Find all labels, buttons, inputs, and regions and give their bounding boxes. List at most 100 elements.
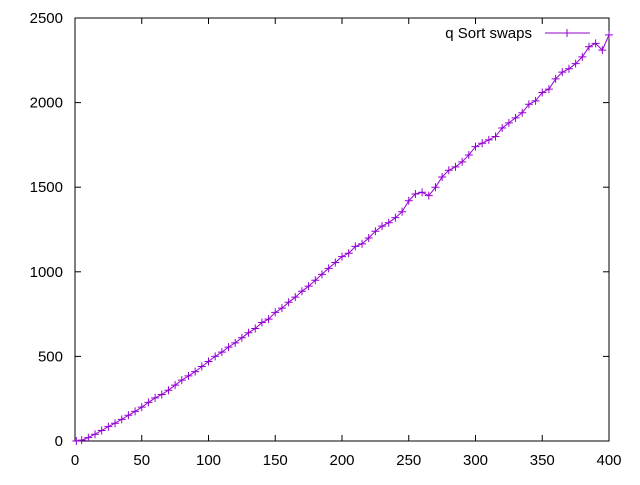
data-point-marker: [117, 415, 126, 424]
data-point-marker: [491, 132, 500, 141]
data-point-marker: [137, 403, 146, 412]
x-tick-label: 250: [396, 452, 421, 469]
data-point-marker: [324, 264, 333, 273]
data-point-marker: [464, 151, 473, 160]
data-point-marker: [264, 315, 273, 324]
y-tick-label: 0: [55, 433, 63, 450]
x-tick-label: 200: [329, 452, 354, 469]
series-line: [76, 34, 610, 442]
data-point-marker: [164, 386, 173, 395]
data-point-marker: [111, 419, 120, 428]
data-point-marker: [211, 352, 220, 361]
data-point-marker: [351, 242, 360, 251]
data-point-marker: [524, 100, 533, 109]
data-point-marker: [277, 304, 286, 313]
data-point-marker: [317, 270, 326, 279]
data-point-marker: [518, 108, 527, 117]
data-point-marker: [184, 371, 193, 380]
x-tick-label: 350: [530, 452, 555, 469]
data-point-marker: [197, 362, 206, 371]
data-point-marker: [431, 183, 440, 192]
data-point-marker: [578, 52, 587, 61]
data-point-marker: [311, 276, 320, 285]
data-point-marker: [478, 139, 487, 148]
data-point-marker: [77, 436, 86, 445]
data-point-marker: [411, 189, 420, 198]
data-point-marker: [551, 74, 560, 83]
data-point-marker: [571, 59, 580, 68]
legend-marker-sample: [563, 29, 571, 37]
data-point-marker: [418, 188, 427, 197]
data-point-marker: [564, 64, 573, 73]
data-point-marker: [605, 30, 613, 39]
legend: q Sort swaps: [445, 25, 590, 42]
tick-marks: [74, 17, 610, 442]
data-point-marker: [284, 298, 293, 307]
tick-labels: 0 50 100 150 200 250 300 350 400 0 500 1000 1500 2000…: [30, 10, 622, 469]
data-point-marker: [124, 411, 133, 420]
data-point-marker: [97, 426, 106, 435]
data-point-marker: [458, 157, 467, 166]
data-point-marker: [104, 422, 113, 431]
data-point-marker: [504, 118, 513, 127]
data-point-marker: [451, 162, 460, 171]
x-tick-label: 100: [196, 452, 221, 469]
data-point-marker: [498, 123, 507, 132]
data-point-marker: [171, 381, 180, 390]
data-point-marker: [471, 142, 480, 151]
axes: [74, 17, 610, 442]
x-tick-label: 400: [596, 452, 621, 469]
data-point-marker: [291, 293, 300, 302]
data-point-marker: [151, 393, 160, 402]
data-point-marker: [191, 367, 200, 376]
data-point-marker: [338, 252, 346, 261]
x-tick-label: 150: [263, 452, 288, 469]
data-point-marker: [444, 166, 453, 175]
data-point-marker: [511, 113, 520, 122]
data-point-marker: [297, 287, 306, 296]
data-point-marker: [224, 343, 233, 352]
data-point-marker: [157, 390, 166, 399]
data-point-marker: [484, 135, 493, 144]
data-point-marker: [244, 328, 253, 337]
data-point-marker: [177, 376, 186, 385]
x-tick-label: 50: [133, 452, 150, 469]
y-tick-label: 1500: [30, 179, 63, 196]
data-point-marker: [591, 39, 600, 48]
data-point-marker: [384, 218, 393, 227]
data-point-marker: [558, 68, 567, 77]
y-tick-label: 2500: [30, 10, 63, 27]
data-point-marker: [544, 85, 553, 94]
data-point-marker: [144, 398, 153, 407]
data-point-marker: [217, 348, 226, 357]
data-point-marker: [364, 233, 373, 242]
plot-border: [74, 17, 610, 442]
data-point-marker: [304, 282, 313, 291]
data-point-marker: [531, 96, 540, 105]
data-point-marker: [72, 437, 81, 445]
legend-label: q Sort swaps: [445, 25, 532, 42]
data-point-marker: [131, 407, 140, 416]
data-point-marker: [251, 324, 260, 333]
y-tick-label: 2000: [30, 95, 63, 112]
data-point-marker: [358, 239, 367, 248]
data-point-marker: [398, 207, 407, 216]
data-point-marker: [231, 338, 240, 347]
data-point-marker: [378, 222, 387, 231]
data-point-marker: [391, 213, 400, 222]
data-point-marker: [438, 173, 447, 182]
x-tick-label: 0: [71, 452, 79, 469]
data-point-marker: [84, 433, 93, 442]
data-point-marker: [584, 42, 593, 51]
data-point-marker: [598, 46, 607, 55]
data-point-marker: [344, 249, 353, 258]
y-tick-label: 1000: [30, 264, 63, 281]
data-point-marker: [257, 318, 266, 327]
series-layer: [72, 30, 613, 445]
data-point-marker: [204, 357, 213, 366]
data-point-marker: [331, 258, 340, 267]
data-point-marker: [271, 308, 280, 317]
data-point-marker: [371, 227, 380, 236]
x-tick-label: 300: [463, 452, 488, 469]
